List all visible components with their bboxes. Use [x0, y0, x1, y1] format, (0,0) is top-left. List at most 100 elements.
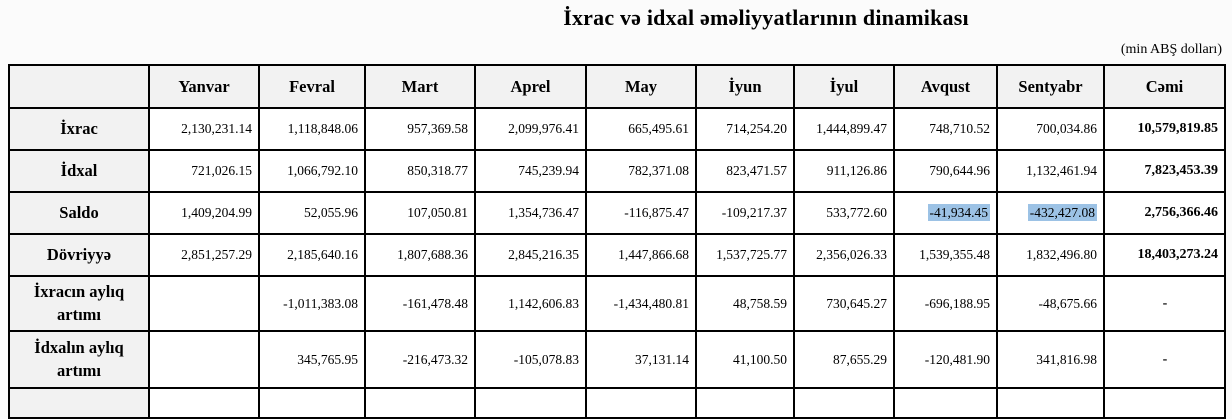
cell-saldo-may: -116,875.47 — [585, 191, 697, 235]
cell-idxal-avqust: 790,644.96 — [893, 149, 998, 193]
highlighted-value: -41,934.45 — [927, 204, 990, 221]
cell-dovriyye-total: 18,403,273.24 — [1103, 233, 1226, 277]
page-title: İxrac və idxal əməliyyatlarının dinamika… — [563, 5, 969, 30]
cell-idxal-iyun: 823,471.57 — [695, 149, 795, 193]
cell-saldo-avqust: -41,934.45 — [893, 191, 998, 235]
cell-ixracin-ayliq-artimi-total: - — [1103, 275, 1226, 332]
unit-note: (min ABŞ dolları) — [1120, 42, 1222, 57]
table-row-ixrac: İxrac 2,130,231.14 1,118,848.06 957,369.58 2… — [8, 107, 1226, 151]
cell-ixrac-iyun: 714,254.20 — [695, 107, 795, 151]
column-header-cemi: Cəmi — [1103, 64, 1226, 109]
column-header-mart: Mart — [364, 64, 476, 109]
column-header-aprel: Aprel — [474, 64, 587, 109]
cell-dovriyye-mart: 1,807,688.36 — [364, 233, 476, 277]
cell-idxalin-ayliq-artimi-total: - — [1103, 330, 1226, 389]
cell-ixrac-total: 10,579,819.85 — [1103, 107, 1226, 151]
column-header-yanvar: Yanvar — [148, 64, 260, 109]
cell-ixracin-ayliq-artimi-iyul: 730,645.27 — [793, 275, 895, 332]
cell-saldo-aprel: 1,354,736.47 — [474, 191, 587, 235]
cell-idxal-iyul: 911,126.86 — [793, 149, 895, 193]
cell-ixracin-ayliq-artimi-fevral: -1,011,383.08 — [258, 275, 366, 332]
cell-idxal-yanvar: 721,026.15 — [148, 149, 260, 193]
cell-dovriyye-aprel: 2,845,216.35 — [474, 233, 587, 277]
cell-idxal-may: 782,371.08 — [585, 149, 697, 193]
cell-ixrac-sentyabr: 700,034.86 — [996, 107, 1105, 151]
cell-idxal-total: 7,823,453.39 — [1103, 149, 1226, 193]
cell-idxal-mart: 850,318.77 — [364, 149, 476, 193]
cell-ixracin-ayliq-artimi-mart: -161,478.48 — [364, 275, 476, 332]
cell-ixracin-ayliq-artimi-sentyabr: -48,675.66 — [996, 275, 1105, 332]
column-header-may: May — [585, 64, 697, 109]
table-row-partial — [8, 387, 1226, 419]
cell-idxal-aprel: 745,239.94 — [474, 149, 587, 193]
partial-cell — [585, 387, 697, 419]
cell-dovriyye-sentyabr: 1,832,496.80 — [996, 233, 1105, 277]
export-import-table: Yanvar Fevral Mart Aprel May İyun İyul Avqust Se… — [8, 64, 1226, 419]
cell-idxal-sentyabr: 1,132,461.94 — [996, 149, 1105, 193]
table-header-row: Yanvar Fevral Mart Aprel May İyun İyul Avqust Se… — [8, 64, 1226, 109]
row-label-dovriyye: Dövriyyə — [8, 233, 150, 277]
cell-ixrac-fevral: 1,118,848.06 — [258, 107, 366, 151]
cell-idxal-fevral: 1,066,792.10 — [258, 149, 366, 193]
partial-cell — [258, 387, 366, 419]
column-header-avqust: Avqust — [893, 64, 998, 109]
partial-cell — [474, 387, 587, 419]
cell-idxalin-ayliq-artimi-aprel: -105,078.83 — [474, 330, 587, 389]
cell-idxalin-ayliq-artimi-sentyabr: 341,816.98 — [996, 330, 1105, 389]
partial-cell — [148, 387, 260, 419]
cell-ixrac-iyul: 1,444,899.47 — [793, 107, 895, 151]
partial-cell — [695, 387, 795, 419]
cell-saldo-sentyabr: -432,427.08 — [996, 191, 1105, 235]
column-header-sentyabr: Sentyabr — [996, 64, 1105, 109]
cell-idxalin-ayliq-artimi-iyun: 41,100.50 — [695, 330, 795, 389]
row-label-ixracin-ayliq-artimi: İxracın aylıq artımı — [8, 275, 150, 332]
partial-cell — [793, 387, 895, 419]
cell-saldo-mart: 107,050.81 — [364, 191, 476, 235]
cell-idxalin-ayliq-artimi-avqust: -120,481.90 — [893, 330, 998, 389]
cell-ixrac-aprel: 2,099,976.41 — [474, 107, 587, 151]
table-row-idxalin-ayliq-artimi: İdxalın aylıq artımı 345,765.95 -216,473.3… — [8, 330, 1226, 389]
cell-dovriyye-fevral: 2,185,640.16 — [258, 233, 366, 277]
cell-saldo-total: 2,756,366.46 — [1103, 191, 1226, 235]
cell-saldo-yanvar: 1,409,204.99 — [148, 191, 260, 235]
cell-idxalin-ayliq-artimi-iyul: 87,655.29 — [793, 330, 895, 389]
table-row-dovriyye: Dövriyyə 2,851,257.29 2,185,640.16 1,807,68… — [8, 233, 1226, 277]
row-label-idxal: İdxal — [8, 149, 150, 193]
corner-cell — [8, 64, 150, 109]
cell-ixrac-may: 665,495.61 — [585, 107, 697, 151]
column-header-iyul: İyul — [793, 64, 895, 109]
cell-dovriyye-iyul: 2,356,026.33 — [793, 233, 895, 277]
cell-saldo-iyun: -109,217.37 — [695, 191, 795, 235]
table-row-saldo: Saldo 1,409,204.99 52,055.96 107,050.81 1,35… — [8, 191, 1226, 235]
cell-dovriyye-yanvar: 2,851,257.29 — [148, 233, 260, 277]
column-header-fevral: Fevral — [258, 64, 366, 109]
partial-cell — [1103, 387, 1226, 419]
partial-cell — [996, 387, 1105, 419]
cell-saldo-fevral: 52,055.96 — [258, 191, 366, 235]
row-label-ixrac: İxrac — [8, 107, 150, 151]
column-header-iyun: İyun — [695, 64, 795, 109]
partial-cell — [8, 387, 150, 419]
cell-idxalin-ayliq-artimi-mart: -216,473.32 — [364, 330, 476, 389]
cell-saldo-iyul: 533,772.60 — [793, 191, 895, 235]
cell-dovriyye-iyun: 1,537,725.77 — [695, 233, 795, 277]
cell-dovriyye-avqust: 1,539,355.48 — [893, 233, 998, 277]
table-row-ixracin-ayliq-artimi: İxracın aylıq artımı -1,011,383.08 -161,47… — [8, 275, 1226, 332]
cell-ixracin-ayliq-artimi-avqust: -696,188.95 — [893, 275, 998, 332]
cell-ixrac-avqust: 748,710.52 — [893, 107, 998, 151]
cell-ixracin-ayliq-artimi-yanvar — [148, 275, 260, 332]
cell-dovriyye-may: 1,447,866.68 — [585, 233, 697, 277]
cell-ixracin-ayliq-artimi-may: -1,434,480.81 — [585, 275, 697, 332]
row-label-idxalin-ayliq-artimi: İdxalın aylıq artımı — [8, 330, 150, 389]
partial-cell — [893, 387, 998, 419]
cell-idxalin-ayliq-artimi-fevral: 345,765.95 — [258, 330, 366, 389]
table-row-idxal: İdxal 721,026.15 1,066,792.10 850,318.77 745… — [8, 149, 1226, 193]
partial-cell — [364, 387, 476, 419]
cell-idxalin-ayliq-artimi-may: 37,131.14 — [585, 330, 697, 389]
row-label-saldo: Saldo — [8, 191, 150, 235]
cell-ixrac-mart: 957,369.58 — [364, 107, 476, 151]
cell-idxalin-ayliq-artimi-yanvar — [148, 330, 260, 389]
highlighted-value: -432,427.08 — [1027, 204, 1097, 221]
cell-ixracin-ayliq-artimi-iyun: 48,758.59 — [695, 275, 795, 332]
cell-ixrac-yanvar: 2,130,231.14 — [148, 107, 260, 151]
